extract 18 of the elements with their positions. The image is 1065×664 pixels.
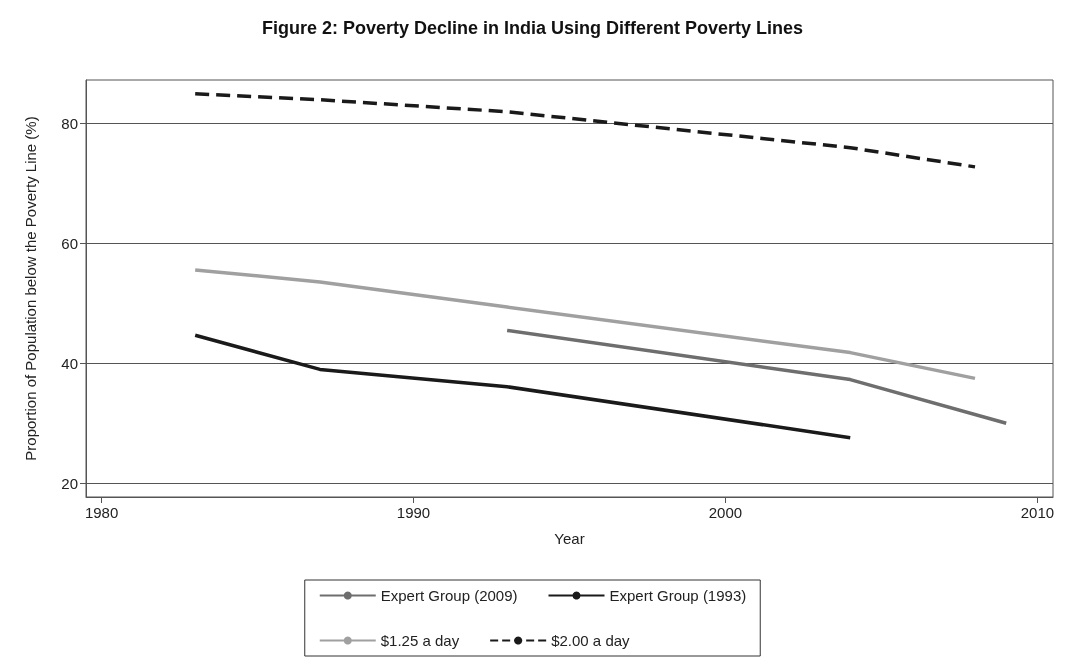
x-tick-label: 2010 — [1020, 504, 1055, 521]
y-tick-label: 80 — [61, 115, 78, 133]
line-series — [193, 268, 977, 381]
legend-label: $2.00 a day — [551, 632, 631, 649]
x-axis-title: Year — [554, 530, 585, 547]
legend-label: $1.25 a day — [380, 632, 460, 649]
x-tick-label: 2000 — [708, 504, 743, 521]
legend-label: Expert Group (2009) — [380, 587, 518, 604]
line-series — [193, 333, 852, 440]
legend-label: Expert Group (1993) — [609, 587, 747, 604]
x-tick-label: 1980 — [84, 504, 119, 521]
y-tick-label: 40 — [61, 354, 78, 372]
line-series — [193, 92, 977, 169]
chart-title: Figure 2: Poverty Decline in India Using Different Poverty Lines — [261, 18, 804, 38]
x-tick-label: 1990 — [396, 504, 431, 521]
y-tick-label: 60 — [61, 235, 78, 253]
y-tick-label: 20 — [61, 474, 78, 492]
y-axis-title: Proportion of Population below the Poverty Line (%) — [22, 116, 39, 461]
